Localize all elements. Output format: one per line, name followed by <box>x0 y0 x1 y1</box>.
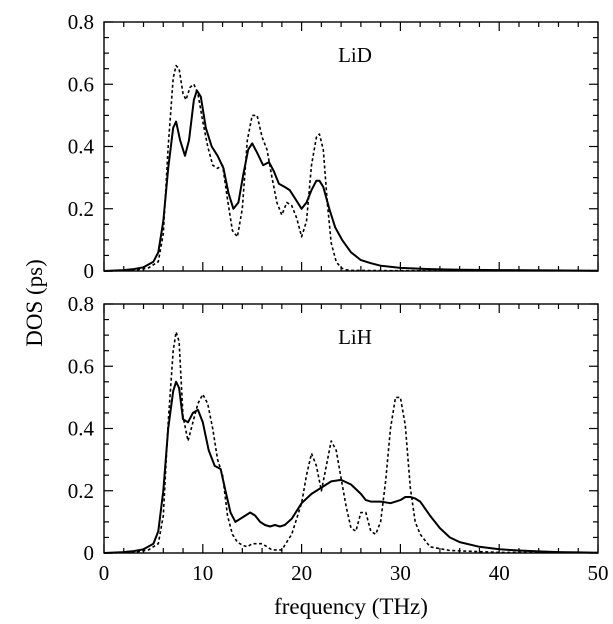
series-line-dotted <box>103 331 599 554</box>
panel-lih: 0 0.2 0.4 0.6 0.8 0 10 20 30 40 50 LiH <box>68 292 609 585</box>
x-tick-label: 30 <box>390 561 411 585</box>
y-tick-label: 0.4 <box>68 135 95 159</box>
x-axis-label: frequency (THz) <box>274 594 428 619</box>
panel-label: LiH <box>338 325 372 349</box>
y-tick-label: 0.2 <box>68 479 94 503</box>
series-line-solid <box>103 89 599 272</box>
y-tick-label: 0.8 <box>68 10 94 34</box>
y-tick-label: 0.6 <box>68 354 94 378</box>
y-tick-label: 0 <box>84 541 95 565</box>
x-tick-label: 40 <box>489 561 510 585</box>
x-tick-label: 10 <box>192 561 213 585</box>
y-tick-label: 0.2 <box>68 197 94 221</box>
y-tick-label: 0.6 <box>68 72 94 96</box>
panel-lid: 0 0.2 0.4 0.6 0.8 LiD <box>68 10 599 283</box>
series-line-dotted <box>103 64 598 272</box>
y-tick-label: 0.4 <box>68 417 95 441</box>
x-tick-label: 0 <box>99 561 110 585</box>
series-line-solid <box>103 380 599 554</box>
x-tick-label: 50 <box>588 561 609 585</box>
y-axis-label: DOS (ps) <box>22 259 47 347</box>
x-tick-label: 20 <box>291 561 312 585</box>
y-tick-label: 0 <box>84 259 95 283</box>
panel-label: LiD <box>338 43 372 67</box>
y-tick-label: 0.8 <box>68 292 94 316</box>
